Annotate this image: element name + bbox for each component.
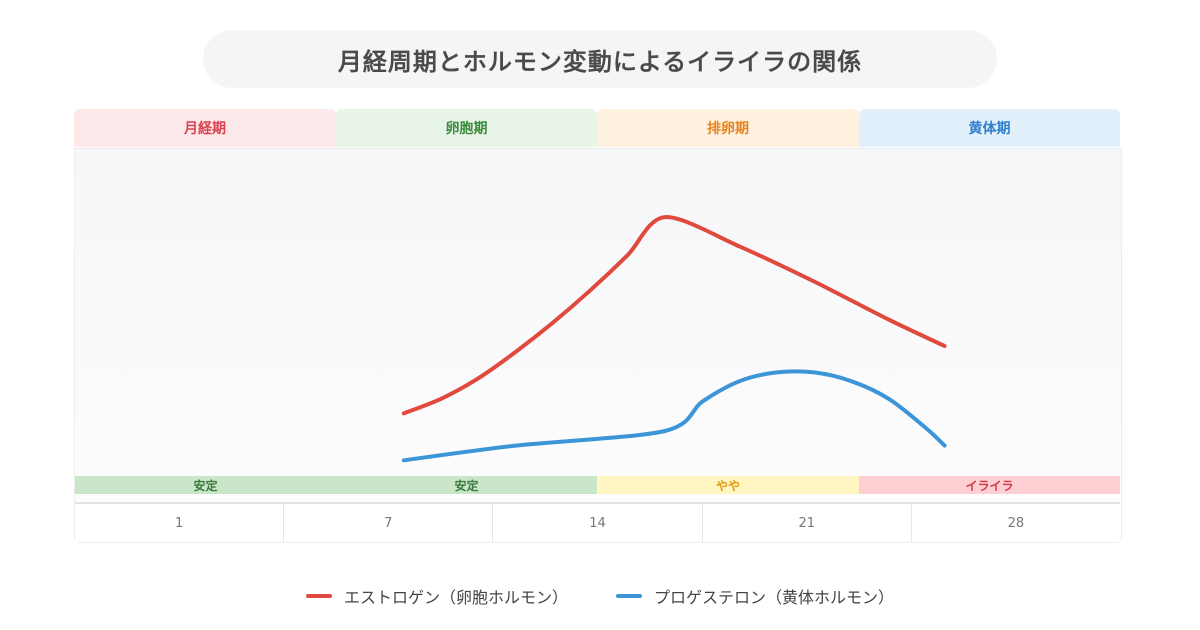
x-axis-day-row: 1 7 14 21 28	[75, 502, 1120, 542]
mood-band-2: 安定	[336, 476, 597, 494]
legend-item-estrogen: エストロゲン（卵胞ホルモン）	[305, 584, 568, 608]
phase-header-menstrual: 月経期	[74, 109, 336, 147]
x-tick-label: 21	[703, 504, 912, 542]
x-tick-label: 14	[493, 504, 703, 542]
hormone-line-plot	[401, 215, 947, 463]
x-tick-label: 28	[1007, 515, 1025, 531]
mood-band-4: イライラ	[859, 476, 1120, 494]
x-tick-label: 1	[75, 504, 285, 542]
legend: エストロゲン（卵胞ホルモン） プロゲステロン（黄体ホルモン）	[0, 584, 1200, 608]
phase-header-follicular: 卵胞期	[336, 109, 597, 147]
mood-band-3: やや	[597, 476, 859, 494]
phase-header-ovulation: 排卵期	[597, 109, 859, 147]
legend-swatch-estrogen	[305, 594, 332, 598]
legend-swatch-progesterone	[616, 594, 642, 598]
legend-label-estrogen: エストロゲン（卵胞ホルモン）	[343, 588, 568, 607]
x-tick-label: 7	[284, 504, 494, 542]
estrogen-line	[401, 215, 947, 416]
progesterone-line	[401, 369, 947, 463]
legend-item-progesterone: プロゲステロン（黄体ホルモン）	[616, 584, 894, 608]
chart-title: 月経周期とホルモン変動によるイライラの関係	[203, 30, 997, 88]
mood-band-1: 安定	[75, 476, 336, 494]
phase-header-luteal: 黄体期	[859, 109, 1120, 147]
legend-label-progesterone: プロゲステロン（黄体ホルモン）	[654, 588, 895, 607]
